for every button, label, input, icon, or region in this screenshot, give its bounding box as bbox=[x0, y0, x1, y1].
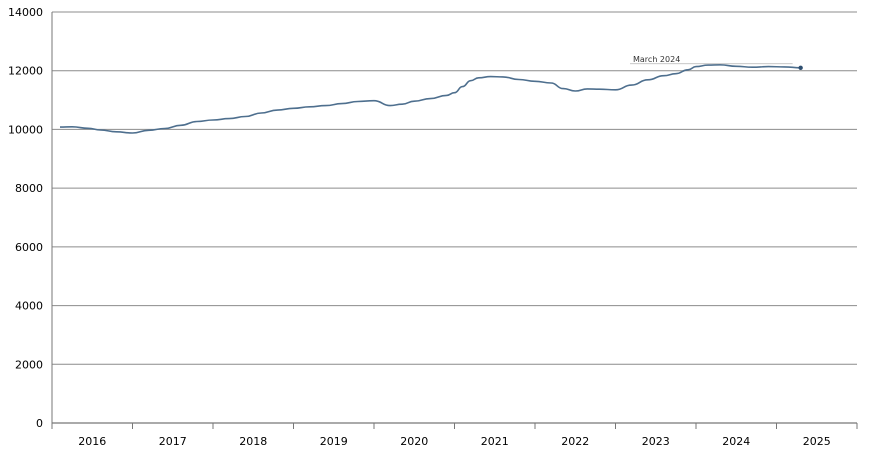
gridlines bbox=[52, 11, 857, 424]
y-tick-label: 6000 bbox=[15, 241, 43, 254]
y-tick-label: 0 bbox=[36, 417, 43, 430]
x-axis bbox=[51, 12, 858, 429]
x-tick-label: 2023 bbox=[642, 435, 670, 448]
plot-area: March 2024 bbox=[59, 55, 803, 134]
x-tick-label: 2024 bbox=[722, 435, 750, 448]
y-tick-label: 8000 bbox=[15, 182, 43, 195]
x-tick-label: 2016 bbox=[78, 435, 106, 448]
y-tick-label: 2000 bbox=[15, 358, 43, 371]
x-tick-label: 2021 bbox=[481, 435, 509, 448]
y-tick-label: 12000 bbox=[8, 65, 43, 78]
y-tick-label: 10000 bbox=[8, 123, 43, 136]
annotation-label: March 2024 bbox=[633, 55, 680, 64]
x-tick-label: 2018 bbox=[239, 435, 267, 448]
y-axis-tick-labels: 0 2000 4000 6000 8000 10000 12000 14000 bbox=[8, 6, 43, 430]
y-tick-label: 14000 bbox=[8, 6, 43, 19]
x-tick-label: 2019 bbox=[320, 435, 348, 448]
y-tick-label: 4000 bbox=[15, 300, 43, 313]
x-axis-tick-labels: 2016 2017 2018 2019 2020 2021 2022 2023 2024 2025 bbox=[78, 435, 831, 448]
x-tick-label: 2017 bbox=[159, 435, 187, 448]
x-tick-label: 2025 bbox=[803, 435, 831, 448]
series-end-point bbox=[798, 65, 803, 70]
x-tick-label: 2022 bbox=[561, 435, 589, 448]
series-line-0 bbox=[59, 63, 801, 134]
x-tick-label: 2020 bbox=[400, 435, 428, 448]
